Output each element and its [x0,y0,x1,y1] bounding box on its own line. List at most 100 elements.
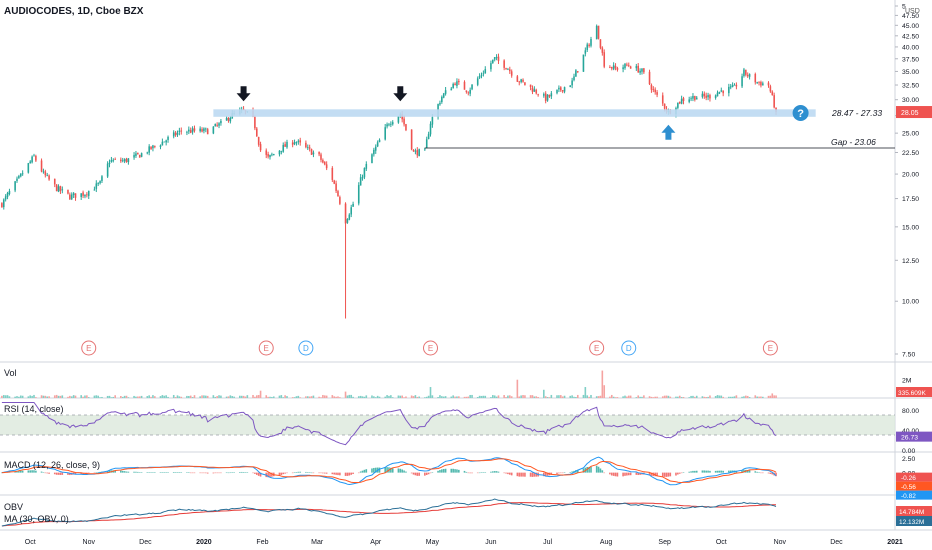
candle-body[interactable] [425,139,428,149]
candle-body[interactable] [306,147,309,149]
candle-body[interactable] [161,141,164,146]
candle-body[interactable] [305,142,307,148]
candle-body[interactable] [112,159,115,161]
candle-body[interactable] [403,118,405,125]
candle-body[interactable] [299,140,302,143]
candle-body[interactable] [601,47,604,53]
candle-body[interactable] [272,154,275,156]
candle-body[interactable] [476,78,479,85]
candle-body[interactable] [254,117,256,129]
candle-body[interactable] [416,150,419,156]
candle-body[interactable] [325,164,328,169]
candle-body[interactable] [452,83,454,89]
candle-body[interactable] [67,189,69,194]
candle-body[interactable] [599,39,602,48]
candle-body[interactable] [544,93,547,101]
candle-body[interactable] [335,183,337,191]
candle-body[interactable] [590,38,592,46]
candle-body[interactable] [205,128,207,130]
candle-body[interactable] [648,71,651,85]
candle-body[interactable] [82,192,84,196]
candle-body[interactable] [176,132,179,135]
candle-body[interactable] [331,168,334,180]
candle-body[interactable] [93,189,96,191]
candle-body[interactable] [259,144,262,151]
candle-body[interactable] [748,74,751,77]
candle-body[interactable] [180,130,183,132]
candle-body[interactable] [595,25,598,40]
candle-body[interactable] [467,92,470,94]
candle-body[interactable] [571,80,573,86]
candle-body[interactable] [720,90,723,92]
candle-body[interactable] [344,203,347,224]
candle-body[interactable] [203,128,205,132]
candle-body[interactable] [40,160,43,172]
candle-body[interactable] [333,180,336,184]
candle-body[interactable] [308,147,311,149]
candle-body[interactable] [771,91,774,96]
candle-body[interactable] [688,99,690,102]
candle-body[interactable] [745,69,747,75]
candle-body[interactable] [756,82,758,83]
candle-body[interactable] [178,130,181,133]
candle-body[interactable] [442,93,445,98]
candle-body[interactable] [769,86,772,92]
candle-body[interactable] [654,89,657,93]
candle-body[interactable] [424,148,426,150]
candle-body[interactable] [663,103,666,109]
candle-body[interactable] [348,214,351,220]
candle-body[interactable] [582,54,585,72]
candle-body[interactable] [609,67,611,69]
candle-body[interactable] [731,85,734,87]
candle-body[interactable] [705,95,707,98]
candle-body[interactable] [622,67,624,70]
candle-body[interactable] [469,89,471,94]
candle-body[interactable] [87,190,90,196]
candle-body[interactable] [53,178,56,185]
candle-body[interactable] [189,130,192,133]
event-marker[interactable] [423,340,439,356]
candle-body[interactable] [6,193,9,197]
candle-body[interactable] [692,95,694,99]
candle-body[interactable] [733,84,736,86]
candle-body[interactable] [359,177,362,186]
candle-body[interactable] [257,137,260,145]
candle-body[interactable] [376,142,379,147]
candle-body[interactable] [762,83,764,86]
candle-body[interactable] [295,142,298,143]
candle-body[interactable] [610,66,613,69]
candle-body[interactable] [569,85,572,88]
candle-body[interactable] [286,141,288,148]
candle-body[interactable] [743,69,745,76]
candle-body[interactable] [703,93,706,97]
candle-body[interactable] [188,129,190,132]
candle-body[interactable] [388,124,390,126]
candle-body[interactable] [643,68,645,73]
candle-body[interactable] [597,25,600,39]
candle-body[interactable] [72,193,75,196]
price-axis[interactable]: 5 47.50 45.00 42.50 40.00 37.50 35.00 32.50 30.0… [895,4,932,359]
candle-body[interactable] [148,146,150,153]
candle-body[interactable] [21,173,24,175]
candle-body[interactable] [482,73,485,75]
candle-body[interactable] [125,158,128,162]
candle-body[interactable] [716,92,719,97]
candle-body[interactable] [490,63,492,70]
candle-body[interactable] [323,162,326,165]
candle-body[interactable] [227,117,230,121]
candle-body[interactable] [150,146,152,150]
candle-body[interactable] [214,124,217,127]
candle-body[interactable] [484,69,487,74]
candle-body[interactable] [509,69,511,72]
event-marker[interactable] [298,340,314,356]
candle-body[interactable] [163,141,166,143]
candle-body[interactable] [19,173,22,177]
candle-body[interactable] [493,57,496,60]
candle-body[interactable] [612,65,615,70]
candle-body[interactable] [550,93,553,97]
candle-body[interactable] [478,76,481,78]
candle-body[interactable] [27,163,30,173]
candle-body[interactable] [767,82,770,86]
price-pane[interactable] [1,24,777,319]
candle-body[interactable] [374,146,377,151]
